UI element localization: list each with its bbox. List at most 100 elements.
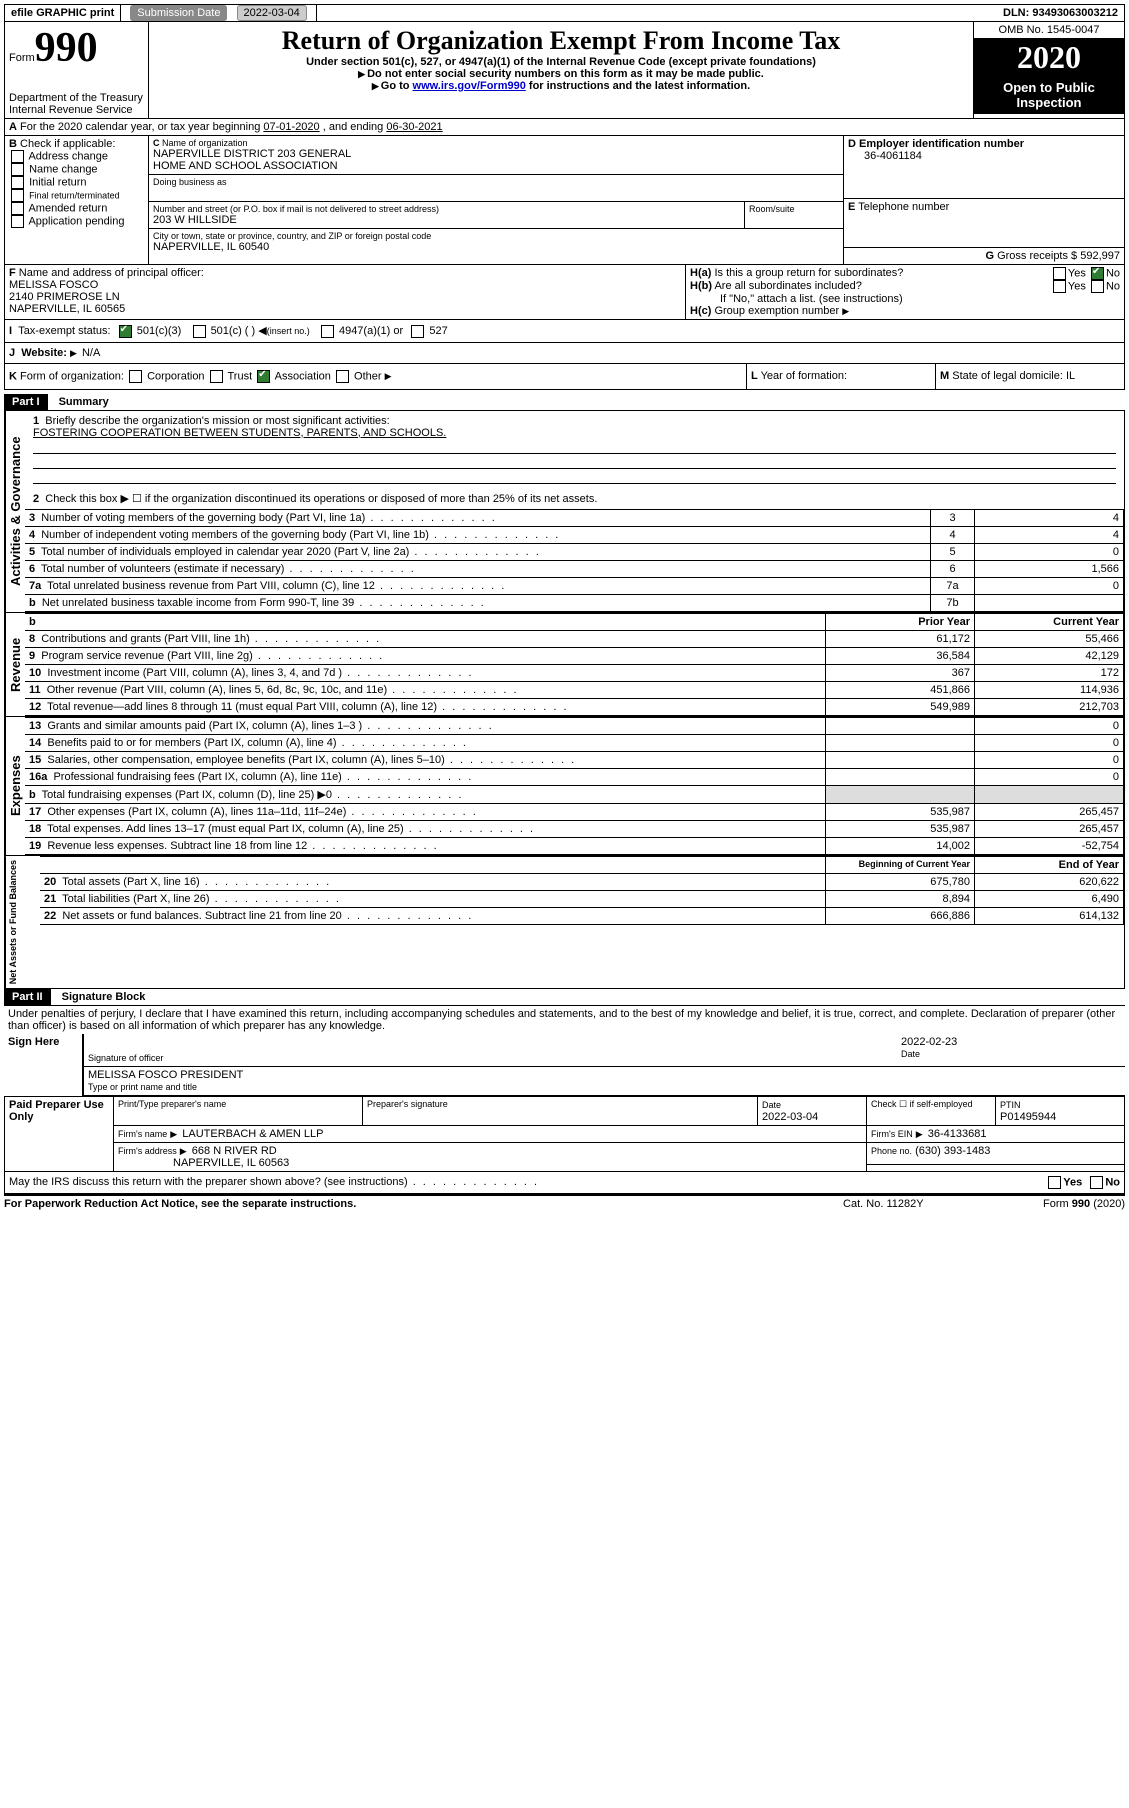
chk-assoc[interactable] [257, 370, 270, 383]
hb-text: Are all subordinates included? [714, 280, 861, 292]
sig-date: 2022-02-23 [901, 1036, 1121, 1048]
governance-label: Activities & Governance [5, 411, 25, 612]
chk-corp[interactable] [129, 370, 142, 383]
city: NAPERVILLE, IL 60540 [153, 241, 839, 253]
hb-yes[interactable] [1053, 280, 1066, 293]
part2-title: Signature Block [62, 991, 146, 1003]
c-name-label: Name of organization [162, 138, 248, 148]
net-table: Beginning of Current YearEnd of Year 20 … [40, 856, 1124, 925]
signature-table: Sign Here Signature of officer 2022-02-2… [4, 1034, 1125, 1096]
dba-label: Doing business as [153, 177, 839, 187]
p-date-l: Date [762, 1100, 781, 1110]
k-label: Form of organization: [20, 370, 124, 382]
sub3-pre: Go to [381, 80, 413, 92]
part1-hdr: Part I [4, 394, 48, 410]
dln-value: 93493063003212 [1032, 7, 1118, 19]
officer-name: MELISSA FOSCO [9, 279, 681, 291]
col-end: End of Year [975, 856, 1124, 873]
i-o1: 501(c)(3) [137, 325, 182, 337]
chk-501c[interactable] [193, 325, 206, 338]
firm: LAUTERBACH & AMEN LLP [182, 1128, 323, 1140]
discuss-no[interactable] [1090, 1176, 1103, 1189]
l-label: Year of formation: [761, 370, 847, 382]
dept2: Internal Revenue Service [9, 104, 144, 116]
i-label: Tax-exempt status: [18, 325, 110, 337]
opt-amended: Amended return [28, 202, 107, 214]
chk-pending[interactable] [11, 215, 24, 228]
q1v: FOSTERING COOPERATION BETWEEN STUDENTS, … [33, 427, 446, 439]
yes-3: Yes [1063, 1176, 1082, 1188]
officer-addr1: 2140 PRIMEROSE LN [9, 291, 681, 303]
addr1: 668 N RIVER RD [192, 1145, 277, 1157]
ha-no[interactable] [1091, 267, 1104, 280]
f-label: Name and address of principal officer: [19, 267, 204, 279]
chk-amended[interactable] [11, 202, 24, 215]
type-label: Type or print name and title [88, 1082, 197, 1092]
ein-l: Firm's EIN [871, 1129, 913, 1139]
addr-l: Firm's address [118, 1146, 177, 1156]
i-o2: 501(c) ( ) [211, 325, 256, 337]
opt-initial: Initial return [29, 176, 86, 188]
officer-title: MELISSA FOSCO PRESIDENT [88, 1069, 1121, 1081]
p-sig: Preparer's signature [363, 1096, 758, 1125]
a-begin: 07-01-2020 [263, 121, 319, 133]
dln: DLN: 93493063003212 [997, 5, 1124, 21]
m-label: State of legal domicile: [952, 370, 1063, 382]
street-label: Number and street (or P.O. box if mail i… [153, 204, 740, 214]
chk-initial[interactable] [11, 176, 24, 189]
chk-name[interactable] [11, 163, 24, 176]
p-self: Check ☐ if self-employed [867, 1096, 996, 1125]
subtitle-2-text: Do not enter social security numbers on … [367, 68, 764, 80]
instructions-link[interactable]: www.irs.gov/Form990 [413, 80, 526, 92]
declaration: Under penalties of perjury, I declare th… [4, 1006, 1125, 1034]
q1: Briefly describe the organization's miss… [45, 415, 389, 427]
submission-date[interactable]: 2022-03-04 [237, 5, 307, 21]
i-o2b: (insert no.) [267, 326, 310, 336]
date-label: Date [901, 1049, 920, 1059]
a-end: 06-30-2021 [386, 121, 442, 133]
sign-here: Sign Here [4, 1034, 83, 1096]
open-inspection: Open to Public Inspection [974, 76, 1124, 114]
discuss: May the IRS discuss this return with the… [9, 1176, 1046, 1189]
ha-yes[interactable] [1053, 267, 1066, 280]
hb-note: If "No," attach a list. (see instruction… [690, 293, 1120, 305]
chk-527[interactable] [411, 325, 424, 338]
discuss-yes[interactable] [1048, 1176, 1061, 1189]
chk-other[interactable] [336, 370, 349, 383]
ein: 36-4061184 [848, 150, 1120, 162]
ptin-l: PTIN [1000, 1100, 1021, 1110]
form-title: Return of Organization Exempt From Incom… [157, 26, 965, 56]
no-3: No [1105, 1176, 1120, 1188]
p-date: 2022-03-04 [762, 1111, 818, 1123]
room-label: Room/suite [744, 202, 843, 228]
subtitle-2: Do not enter social security numbers on … [157, 68, 965, 80]
submission-label[interactable]: Submission Date [130, 5, 227, 21]
subtitle-1: Under section 501(c), 527, or 4947(a)(1)… [157, 56, 965, 68]
top-bar: efile GRAPHIC print Submission Date 2022… [4, 4, 1125, 22]
k-o3: Association [275, 370, 331, 382]
k-o4: Other [354, 370, 382, 382]
chk-address[interactable] [11, 150, 24, 163]
no-1: No [1106, 267, 1120, 279]
d-label: Employer identification number [859, 138, 1024, 150]
chk-final[interactable] [11, 189, 24, 202]
chk-4947[interactable] [321, 325, 334, 338]
opt-final: Final return/terminated [29, 190, 120, 200]
form-footer: Form 990 (2020) [1043, 1198, 1125, 1210]
m-val: IL [1066, 370, 1075, 382]
ha-text: Is this a group return for subordinates? [714, 267, 903, 279]
no-2: No [1106, 280, 1120, 292]
b-label: Check if applicable: [20, 138, 115, 150]
i-o3: 4947(a)(1) or [339, 325, 403, 337]
chk-501c3[interactable] [119, 325, 132, 338]
opt-name: Name change [29, 163, 98, 175]
expenses-label: Expenses [5, 717, 25, 855]
hb-no[interactable] [1091, 280, 1104, 293]
col-begin: Beginning of Current Year [826, 856, 975, 873]
j-label: Website: [21, 347, 67, 359]
form-word: Form [9, 52, 35, 64]
revenue-label: Revenue [5, 613, 25, 716]
gross-receipts: 592,997 [1080, 250, 1120, 262]
chk-trust[interactable] [210, 370, 223, 383]
city-label: City or town, state or province, country… [153, 231, 839, 241]
